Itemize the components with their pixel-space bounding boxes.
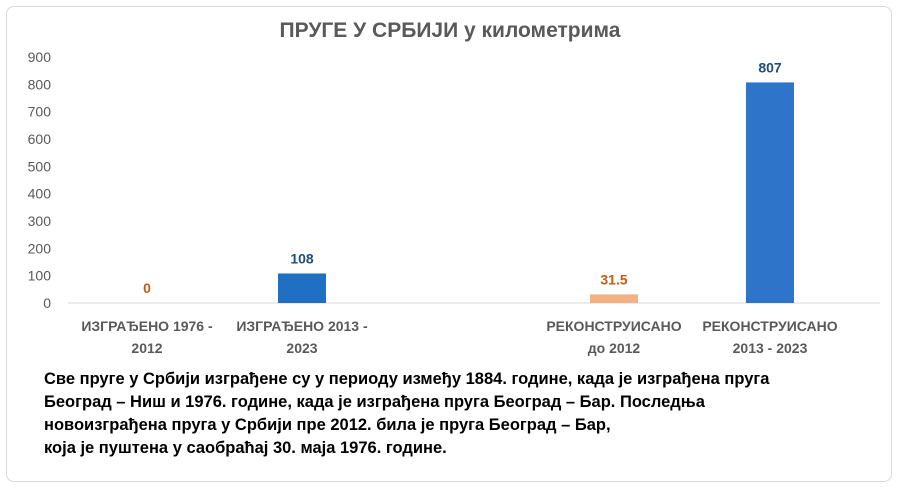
x-tick-label: ИЗГРАЂЕНО 1976 -: [81, 318, 213, 334]
bar: [590, 294, 638, 303]
chart-frame: [6, 6, 892, 482]
x-tick-label: ИЗГРАЂЕНО 2013 -: [236, 318, 368, 334]
y-tick-label: 800: [28, 76, 52, 92]
caption-line: Београд – Ниш и 1976. године, када је из…: [44, 393, 705, 411]
y-tick-label: 100: [28, 268, 52, 284]
y-tick-label: 700: [28, 104, 52, 120]
data-label: 108: [290, 250, 314, 266]
y-tick-label: 900: [28, 49, 52, 65]
y-tick-label: 400: [28, 186, 52, 202]
y-tick-label: 200: [28, 240, 52, 256]
x-axis-labels: ИЗГРАЂЕНО 1976 - 2012 ИЗГРАЂЕНО 2013 - 2023…: [81, 318, 837, 356]
x-tick-label: 2013 - 2023: [733, 340, 808, 356]
chart-title: ПРУГЕ У СРБИЈИ у километрима: [279, 19, 621, 42]
y-tick-label: 600: [28, 131, 52, 147]
x-tick-label: РЕКОНСТРУИСАНО: [546, 318, 681, 334]
bars: 0 108 31.5 807: [143, 59, 794, 303]
caption-line: новоизграђена пруга у Србији пре 2012. б…: [44, 416, 611, 434]
x-tick-label: до 2012: [588, 340, 641, 356]
bar-chart: 0 100 200 300 400 500 600 700 800 900 0 108 31.5 807…: [28, 49, 880, 356]
y-tick-label: 500: [28, 158, 52, 174]
x-tick-label: 2023: [286, 340, 317, 356]
caption-line: која је пуштена у саобраћај 30. маја 197…: [44, 439, 447, 457]
y-tick-label: 300: [28, 213, 52, 229]
data-label: 807: [758, 59, 782, 75]
y-tick-label: 0: [43, 295, 51, 311]
y-axis: 0 100 200 300 400 500 600 700 800 900: [28, 49, 52, 311]
x-tick-label: 2012: [131, 340, 162, 356]
bar: [746, 82, 794, 303]
caption-line: Све пруге у Србији изграђене су у период…: [44, 370, 770, 388]
data-label: 0: [143, 280, 151, 296]
caption: Све пруге у Србији изграђене су у период…: [44, 368, 884, 460]
bar: [278, 273, 326, 303]
x-tick-label: РЕКОНСТРУИСАНО: [702, 318, 837, 334]
data-label: 31.5: [600, 271, 627, 287]
